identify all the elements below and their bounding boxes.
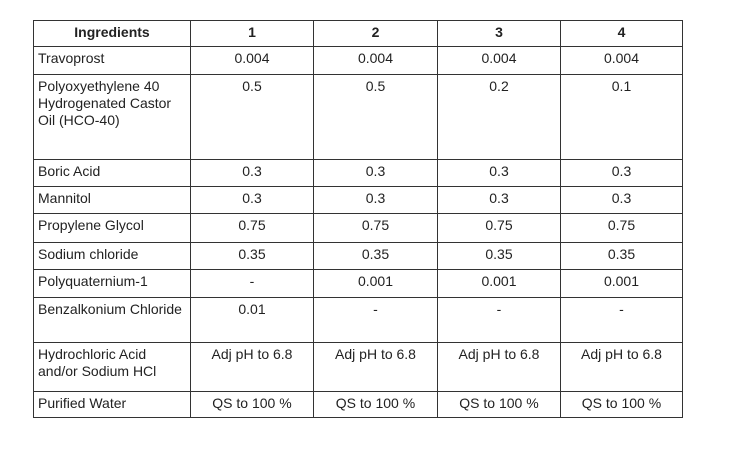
amount-cell: - [313,297,438,343]
amount-cell: Adj pH to 6.8 [560,342,683,392]
header-cell: 1 [190,20,314,47]
amount-cell: 0.75 [313,213,438,243]
table-row: Sodium chloride 0.35 0.35 0.35 0.35 [33,242,683,270]
amount-cell: 0.3 [437,159,561,187]
amount-cell: 0.3 [313,159,438,187]
amount-cell: 0.3 [190,159,314,187]
amount-cell: QS to 100 % [313,391,438,418]
header-cell: 2 [313,20,438,47]
ingredient-name: Sodium chloride [33,242,191,270]
amount-cell: 0.3 [560,159,683,187]
table-row: Purified Water QS to 100 % QS to 100 % QS t… [33,391,683,418]
table-row: Travoprost 0.004 0.004 0.004 0.004 [33,46,683,75]
amount-cell: 0.004 [437,46,561,75]
amount-cell: 0.001 [437,269,561,298]
amount-cell: 0.75 [190,213,314,243]
ingredient-name: Purified Water [33,391,191,418]
table-row: Mannitol 0.3 0.3 0.3 0.3 [33,186,683,214]
amount-cell: - [560,297,683,343]
amount-cell: 0.75 [560,213,683,243]
ingredient-name: Mannitol [33,186,191,214]
amount-cell: 0.35 [190,242,314,270]
amount-cell: 0.35 [560,242,683,270]
amount-cell: 0.1 [560,74,683,160]
amount-cell: 0.004 [190,46,314,75]
table-row: Benzalkonium Chloride 0.01- - - [33,297,683,343]
ingredient-name: Travoprost [33,46,191,75]
ingredient-name: Polyoxyethylene 40 Hydrogenated Castor O… [33,74,191,160]
table-row: Hydrochloric Acid and/or Sodium HCl Adj p… [33,342,683,392]
amount-cell: 0.01 [190,297,314,343]
amount-cell: 0.3 [190,186,314,214]
ingredient-name: Polyquaternium-1 [33,269,191,298]
amount-cell: 0.001 [313,269,438,298]
table-row: Polyquaternium-1-0.001 0.001 0.001 [33,269,683,298]
amount-cell: 0.3 [437,186,561,214]
formulation-table: Ingredients 1 2 3 4 Travoprost 0.004 0.004 0.00… [33,20,683,418]
amount-cell: 0.75 [437,213,561,243]
amount-cell: QS to 100 % [437,391,561,418]
amount-cell: 0.2 [437,74,561,160]
header-row: Ingredients 1 2 3 4 [33,20,683,47]
ingredient-name: Hydrochloric Acid and/or Sodium HCl [33,342,191,392]
ingredient-name: Propylene Glycol [33,213,191,243]
amount-cell: 0.004 [560,46,683,75]
header-cell: 4 [560,20,683,47]
table-row: Polyoxyethylene 40 Hydrogenated Castor O… [33,74,683,160]
header-cell: Ingredients [33,20,191,47]
amount-cell: QS to 100 % [560,391,683,418]
amount-cell: Adj pH to 6.8 [437,342,561,392]
amount-cell: 0.004 [313,46,438,75]
amount-cell: QS to 100 % [190,391,314,418]
amount-cell: 0.3 [560,186,683,214]
header-cell: 3 [437,20,561,47]
amount-cell: 0.5 [190,74,314,160]
amount-cell: - [437,297,561,343]
amount-cell: 0.5 [313,74,438,160]
amount-cell: 0.35 [313,242,438,270]
amount-cell: 0.3 [313,186,438,214]
amount-cell: Adj pH to 6.8 [190,342,314,392]
table-row: Propylene Glycol 0.75 0.75 0.75 0.75 [33,213,683,243]
amount-cell: 0.001 [560,269,683,298]
amount-cell: 0.35 [437,242,561,270]
ingredient-name: Benzalkonium Chloride [33,297,191,343]
amount-cell: Adj pH to 6.8 [313,342,438,392]
amount-cell: - [190,269,314,298]
table-row: Boric Acid 0.3 0.3 0.3 0.3 [33,159,683,187]
table-body: Travoprost 0.004 0.004 0.004 0.004 Polyoxyeth… [33,46,683,418]
ingredient-name: Boric Acid [33,159,191,187]
